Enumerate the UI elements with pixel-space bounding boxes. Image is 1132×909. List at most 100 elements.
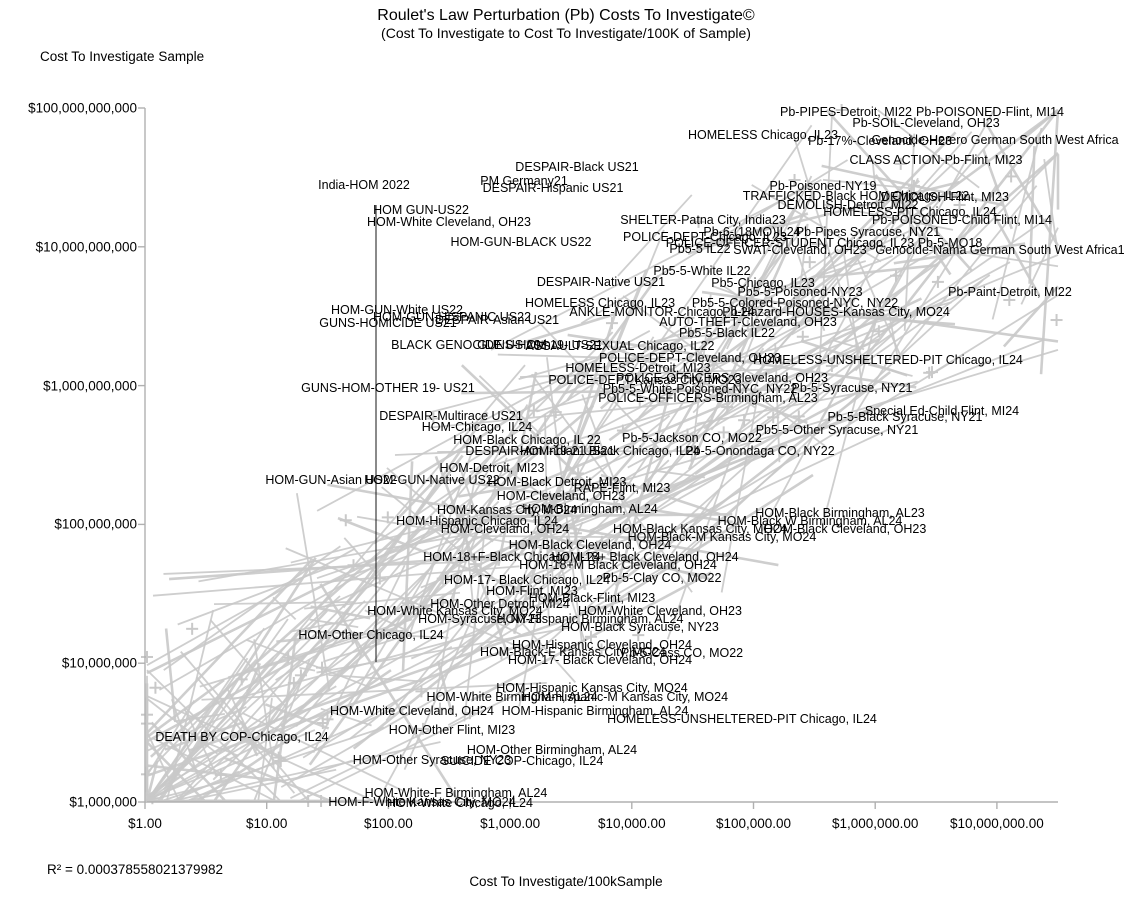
cloud-line bbox=[471, 402, 755, 571]
r-squared-text: R² = 0.000378558021379982 bbox=[47, 862, 224, 877]
x-axis-title: Cost To Investigate/100kSample bbox=[469, 874, 663, 889]
data-label: HOM-Black Chicago, IL 22 bbox=[453, 433, 601, 447]
cloud-line bbox=[723, 285, 772, 320]
cloud-line bbox=[1002, 285, 1059, 348]
cloud-line bbox=[609, 252, 784, 512]
cloud-line bbox=[469, 403, 694, 474]
cloud-line bbox=[499, 229, 665, 636]
cloud-line bbox=[562, 437, 596, 486]
data-label: HOM-Birmingham, AL24 bbox=[522, 502, 658, 516]
cloud-line bbox=[822, 178, 913, 190]
cloud-line bbox=[581, 394, 641, 550]
data-label: DESPAIR-Multirace US21 bbox=[379, 409, 523, 423]
cloud-line bbox=[655, 347, 765, 488]
data-label: GUNS-HOM 19- US21 bbox=[477, 338, 603, 352]
x-tick-label: $1,000,000.00 bbox=[832, 816, 919, 831]
data-label: Pb-5-Cass CO, MO22 bbox=[620, 646, 744, 660]
cloud-line bbox=[602, 473, 814, 611]
cloud-line bbox=[702, 369, 757, 409]
cloud-line bbox=[146, 669, 282, 802]
cloud-line bbox=[739, 325, 759, 372]
cloud-line bbox=[666, 365, 764, 640]
data-label: Pb5-5-Colored-Poisoned-NYC, NY22 bbox=[691, 296, 899, 310]
data-label: HOMELESS-UNSHELTERED-PIT Chicago, IL24 bbox=[607, 712, 877, 726]
data-label: Pb-POISONED-Child Flint, MI14 bbox=[872, 213, 1052, 227]
cloud-line bbox=[821, 306, 881, 527]
cloud-line bbox=[428, 397, 725, 429]
data-label: HOM-GUN-Native US22 bbox=[364, 473, 500, 487]
cloud-line bbox=[352, 617, 517, 750]
data-label: HOMELESS Chicago, IL23 bbox=[687, 128, 839, 142]
data-label: Pb-Poisoned-NY19 bbox=[769, 179, 877, 193]
cloud-line bbox=[972, 153, 1059, 240]
data-label: AUTO-THEFT-Cleveland, OH23 bbox=[659, 315, 837, 329]
data-label: POLICE-OFFICERS Cleveland, OH23 bbox=[616, 371, 828, 385]
cloud-line bbox=[751, 184, 882, 263]
x-tick-label: $10,000.00 bbox=[598, 816, 666, 831]
data-label: HOM-White Birmingham, AL24 bbox=[426, 690, 598, 704]
data-label: GUNS-HOMICIDE US21 bbox=[319, 316, 457, 330]
data-label: HOM-White Cleveland, OH23 bbox=[367, 215, 531, 229]
cloud-line bbox=[276, 634, 332, 643]
data-label: DESPAIR-Black US21 bbox=[515, 160, 639, 174]
data-label: HOM-Detroit, MI23 bbox=[439, 461, 545, 475]
data-label: DESPAIR-Hispanic US21 bbox=[482, 181, 624, 195]
cloud-line bbox=[505, 312, 617, 350]
cloud-line bbox=[565, 438, 600, 498]
data-label: HOM-White Cleveland, OH23 bbox=[578, 604, 742, 618]
data-label: HOM-Black Cleveland, OH24 bbox=[508, 538, 672, 552]
data-label: HOM-Hispanic Chicago, IL24 bbox=[396, 514, 558, 528]
cloud-line bbox=[460, 419, 711, 527]
data-label: Pb-5-Syracuse, NY21 bbox=[791, 381, 913, 395]
cloud-line bbox=[270, 718, 285, 738]
y-tick-label: $1,000,000 bbox=[69, 794, 137, 810]
data-label: Genocide-Herero German South West Africa bbox=[871, 133, 1119, 147]
cloud-line bbox=[816, 109, 834, 403]
data-label: Pb-Hazard-HOUSES-Kansas City, MO24 bbox=[722, 305, 950, 319]
cloud-line bbox=[804, 152, 1059, 377]
cloud-line bbox=[239, 720, 259, 757]
cloud-line bbox=[328, 674, 423, 683]
cloud-line bbox=[463, 534, 486, 722]
cloud-line bbox=[310, 605, 371, 620]
cloud-line bbox=[494, 592, 577, 684]
cloud-line bbox=[377, 729, 418, 802]
data-label: Pb-SOIL-Cleveland, OH23 bbox=[852, 116, 1000, 130]
cloud-line bbox=[842, 255, 893, 276]
cloud-line bbox=[842, 183, 998, 435]
cloud-line bbox=[188, 596, 630, 752]
cloud-line bbox=[606, 236, 788, 556]
data-label: HOM-Flint, MI23 bbox=[486, 584, 578, 598]
data-label: Pb5-5-White-Poisoned-NYC, NY22 bbox=[602, 382, 798, 396]
cloud-line bbox=[146, 509, 474, 675]
data-label: HOM-18+ Black Cleveland, OH24 bbox=[551, 550, 739, 564]
cloud-line bbox=[460, 441, 646, 653]
x-tick-label: $1.00 bbox=[128, 816, 162, 831]
data-label: HOM-Other Detroit, MI24 bbox=[430, 597, 570, 611]
data-label: Pb-6-(18MO)IL24 bbox=[703, 225, 801, 239]
cloud-line bbox=[567, 333, 917, 389]
cloud-line bbox=[478, 375, 542, 435]
cloud-line bbox=[312, 564, 406, 754]
cloud-line bbox=[696, 380, 918, 425]
cloud-line bbox=[841, 244, 864, 393]
cloud-line bbox=[461, 387, 816, 395]
cloud-line bbox=[261, 595, 341, 668]
data-label: Special Ed-Child Flint, MI24 bbox=[864, 404, 1020, 418]
cloud-line bbox=[650, 306, 907, 345]
cloud-line bbox=[929, 246, 1059, 268]
cloud-line bbox=[298, 686, 530, 802]
cloud-line bbox=[290, 728, 431, 800]
data-label: HOM-Cleveland, OH24 bbox=[440, 522, 570, 536]
data-label: HOM-Black-M Kansas City, MO24 bbox=[627, 530, 817, 544]
data-label: DESPAIR-Am Indian US21 bbox=[465, 444, 615, 458]
data-label: Pb5-5-White IL22 bbox=[653, 264, 751, 278]
chart-title: Roulet's Law Perturbation (Pb) Costs To … bbox=[377, 7, 755, 24]
cloud-line bbox=[146, 700, 196, 776]
cloud-line bbox=[710, 277, 838, 431]
data-label: HOMELESS-Detroit, MI23 bbox=[565, 361, 711, 375]
cloud-line bbox=[385, 540, 533, 722]
data-label: HOM-Black Detroit, MI23 bbox=[487, 475, 627, 489]
data-label: HOM-White Chicago, IL24 bbox=[387, 796, 533, 810]
data-label: HOM-Other Chicago, IL24 bbox=[298, 628, 444, 642]
